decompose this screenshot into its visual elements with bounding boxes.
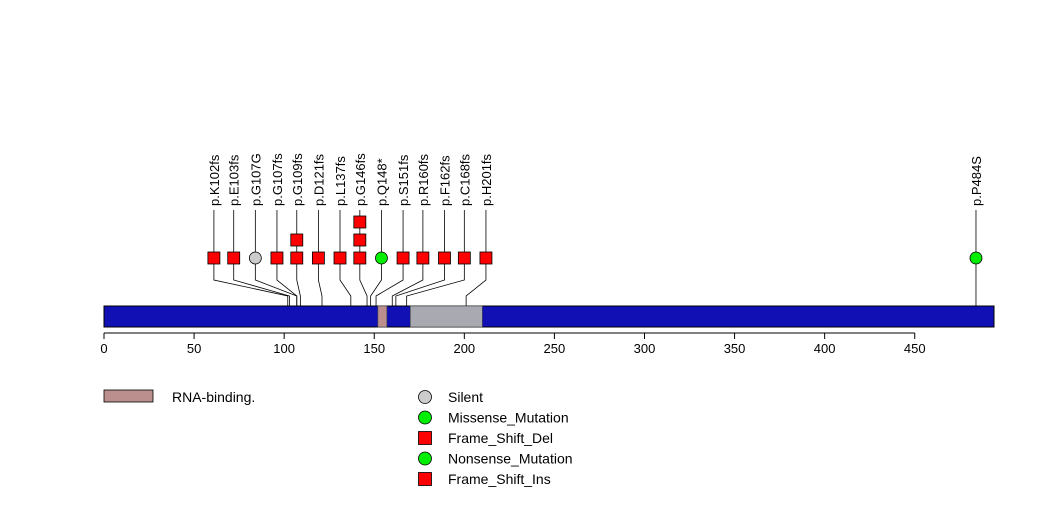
x-tick-label: 350 <box>724 341 746 356</box>
mutation-label: p.E103fs <box>227 154 242 206</box>
protein-bar <box>103 305 995 328</box>
x-tick-label: 250 <box>544 341 566 356</box>
legend-mutation-label: Frame_Shift_Del <box>448 430 553 446</box>
mutation-marker-square <box>479 251 493 265</box>
mutation-labels: p.K102fs p.E103fs p.G107G p.G107fs p.G109fs p… <box>207 153 984 206</box>
legend-marker-circle <box>418 410 432 425</box>
mutation-marker-square <box>290 251 304 265</box>
x-tick-label: 300 <box>634 341 656 356</box>
mutation-marker-square <box>396 251 410 265</box>
mutation-label: p.Q148* <box>374 158 389 206</box>
mutation-label: p.R160fs <box>416 153 431 206</box>
mutation-label: p.G109fs <box>290 153 305 206</box>
legend-marker-circle <box>418 451 432 466</box>
legend-domain-label: RNA-binding. <box>172 389 255 405</box>
mutation-markers <box>207 215 983 265</box>
mutation-marker-square <box>311 251 325 265</box>
legend-marker-square <box>418 472 432 486</box>
domain-region <box>377 305 388 328</box>
legend-mutation-label: Frame_Shift_Ins <box>448 471 551 487</box>
mutation-marker-square <box>416 251 430 265</box>
legend-marker-circle <box>418 390 432 404</box>
x-tick-label: 450 <box>904 341 926 356</box>
mutation-marker-circle <box>969 251 983 265</box>
legend-mutation-label: Missense_Mutation <box>448 410 569 426</box>
mutation-label: p.G107fs <box>270 153 285 206</box>
mutation-label: p.C168fs <box>457 153 472 206</box>
legend: RNA-binding. Silent Missense_Mutation Frame… <box>103 389 573 487</box>
domain-region <box>409 305 483 328</box>
mutation-marker-circle <box>375 251 388 265</box>
mutation-marker-square <box>333 251 347 265</box>
mutation-label: p.D121fs <box>311 153 326 206</box>
mutation-marker-square <box>438 251 451 265</box>
mutation-marker-square <box>290 233 304 247</box>
mutation-label: p.S151fs <box>396 154 411 206</box>
mutation-marker-circle <box>248 251 262 265</box>
x-axis: 0 50 100 150 200 250 300 350 400 450 <box>100 332 926 356</box>
mutation-label: p.H201fs <box>479 153 494 206</box>
mutation-label: p.G107G <box>248 153 263 206</box>
x-tick-label: 50 <box>187 341 201 356</box>
legend-marker-square <box>418 431 432 445</box>
mutation-marker-square <box>227 251 241 265</box>
mutation-label: p.P484S <box>969 156 984 206</box>
x-tick-label: 150 <box>363 341 385 356</box>
mutation-label: p.F162fs <box>438 155 453 206</box>
legend-mutation-label: Silent <box>448 389 483 405</box>
mutation-marker-square <box>457 251 471 265</box>
mutation-marker-square <box>353 215 367 229</box>
mutation-label: p.G146fs <box>353 153 368 206</box>
mutation-label: p.K102fs <box>207 154 222 206</box>
protein-track <box>103 305 995 328</box>
mutation-marker-square <box>353 233 367 247</box>
x-tick-label: 100 <box>273 341 295 356</box>
legend-domain-swatch <box>103 389 154 403</box>
mutation-marker-square <box>353 251 367 265</box>
legend-mutation-label: Nonsense_Mutation <box>448 451 573 467</box>
x-tick-label: 0 <box>100 341 107 356</box>
x-tick-label: 200 <box>453 341 475 356</box>
mutation-label: p.L137fs <box>333 156 348 206</box>
mutation-marker-square <box>270 251 284 265</box>
mutation-marker-square <box>207 251 221 265</box>
x-tick-label: 400 <box>814 341 836 356</box>
